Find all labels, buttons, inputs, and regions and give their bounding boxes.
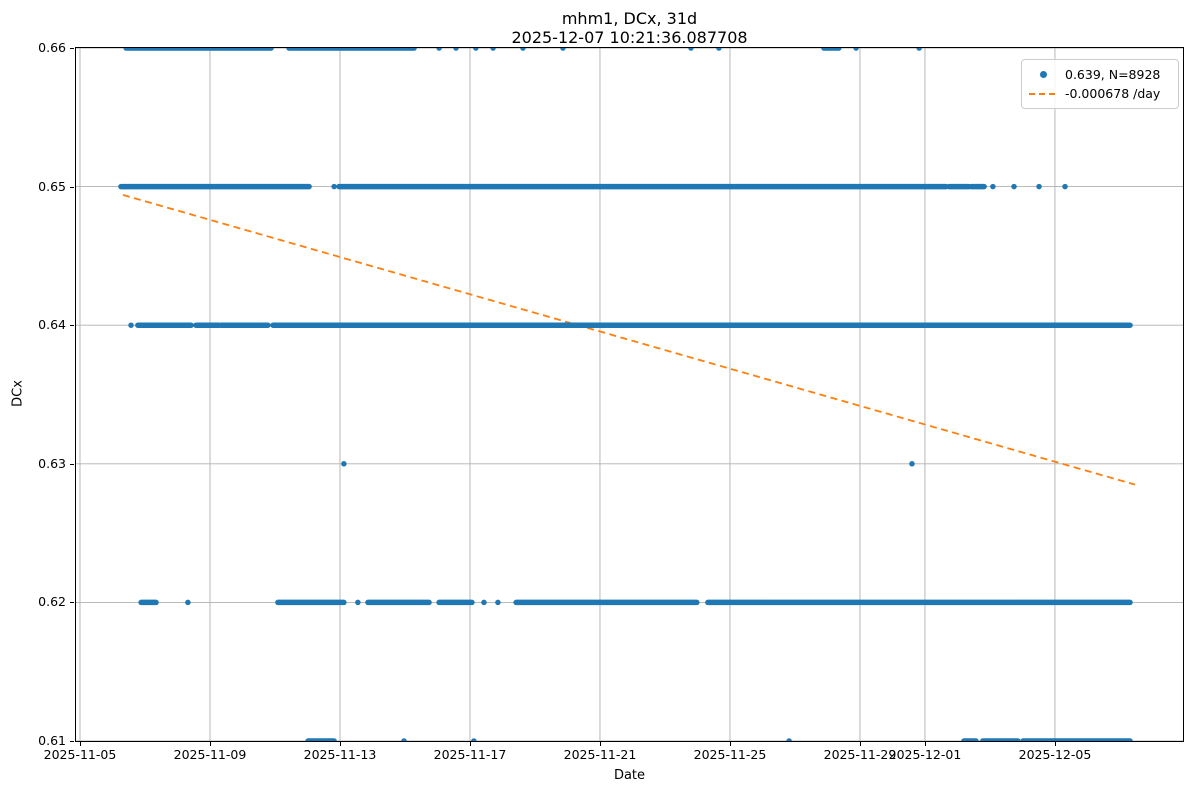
scatter-point [401,738,407,741]
scatter-point [331,183,337,190]
x-tick-mark [79,742,81,746]
x-tick-mark [599,742,601,746]
y-tick-mark [70,48,74,49]
y-tick-label: 0.66 [38,40,66,55]
y-tick-label: 0.61 [38,733,66,748]
x-tick-label: 2025-11-09 [173,747,247,762]
scatter-point [716,48,722,51]
y-tick-mark [70,186,74,188]
y-tick-label: 0.64 [38,317,66,333]
chart-canvas [76,48,1183,741]
scatter-point [990,183,996,190]
legend-label-trend: -0.000678 /day [1065,86,1161,101]
title-line-1: mhm1, DCx, 31d [561,9,698,28]
x-tick-label: 2025-11-17 [433,747,507,762]
y-tick-label: 0.65 [38,178,66,194]
scatter-point [128,322,134,328]
x-tick-mark [1054,742,1056,746]
trend-line [122,194,1136,486]
x-tick-label: 2025-11-13 [303,747,377,762]
scatter-point [436,48,442,51]
scatter-point [1062,183,1068,190]
scatter-point [481,599,487,606]
scatter-point [853,48,859,51]
scatter-point [916,48,922,51]
x-tick-label: 2025-11-29 [823,747,897,762]
scatter-point [453,48,459,51]
x-tick-mark [469,742,471,746]
legend-entry-trend: -0.000678 /day [1028,84,1170,103]
legend-label-scatter: 0.639, N=8928 [1065,67,1161,82]
x-tick-mark [924,742,926,746]
x-tick-label: 2025-11-25 [693,747,767,762]
x-tick-mark [339,742,341,746]
scatter-point [520,48,526,51]
scatter-marker-icon [1039,71,1047,78]
scatter-point [355,599,361,606]
scatter-point [471,738,477,741]
x-tick-label: 2025-11-21 [563,747,637,762]
y-tick-label: 0.62 [38,594,66,610]
dashed-line-icon [1029,92,1057,95]
legend-entry-scatter: 0.639, N=8928 [1028,65,1170,84]
y-axis-label: DCx [10,380,26,407]
scatter-point [688,48,694,51]
scatter-point [560,48,566,51]
scatter-point [490,48,496,51]
scatter-point [909,461,915,467]
scatter-point [786,738,792,741]
scatter-point [495,599,501,606]
scatter-point [1011,183,1017,190]
chart-title: mhm1, DCx, 31d 2025-12-07 10:21:36.08770… [76,9,1183,47]
scatter-point [1036,183,1042,190]
x-tick-label: 2025-12-01 [888,747,962,762]
x-axis-label: Date [613,768,646,783]
y-tick-mark [70,741,74,742]
legend: 0.639, N=8928 -0.000678 /day [1021,59,1179,109]
y-tick-label: 0.63 [38,455,66,471]
title-line-2: 2025-12-07 10:21:36.087708 [511,28,748,48]
scatter-point [185,599,191,606]
plot-area [75,47,1184,742]
legend-handle [1028,71,1058,78]
legend-handle [1028,92,1058,95]
x-tick-mark [729,742,731,746]
y-tick-mark [70,602,74,604]
scatter-point [473,48,479,51]
x-tick-label: 2025-12-05 [1018,747,1092,762]
scatter-point [341,461,347,467]
y-tick-mark [70,325,74,327]
y-tick-mark [70,463,74,465]
x-tick-mark [209,742,211,746]
x-tick-label: 2025-11-05 [43,747,117,762]
x-tick-mark [859,742,861,746]
